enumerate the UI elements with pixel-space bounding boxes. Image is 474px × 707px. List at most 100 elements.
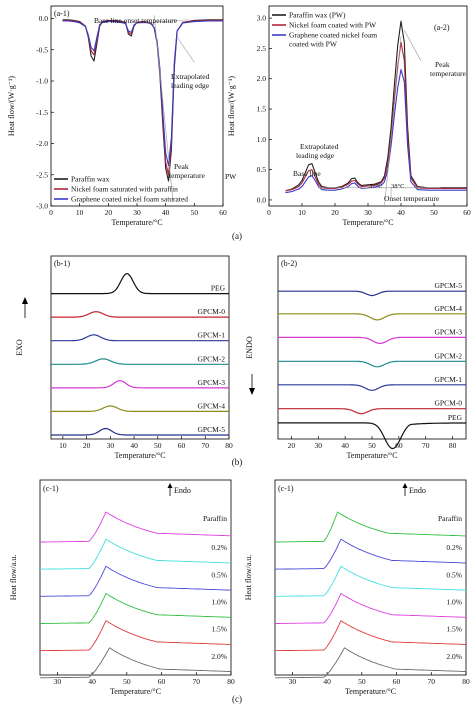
- series-line: [278, 290, 466, 297]
- x-tick-label: 40: [397, 208, 405, 217]
- series-label: GPCM-2: [434, 351, 462, 360]
- x-tick-label: 40: [323, 677, 331, 686]
- chart-c1: 30 40 50 60 70 80 Temperature/°C Heat flow/a.u.…: [9, 479, 235, 696]
- x-tick-label: 40: [162, 208, 170, 217]
- x-axis-title: Temperature/°C: [346, 451, 397, 460]
- series-label: Paraffin: [438, 514, 462, 523]
- y-tick-label: 2.0: [257, 74, 267, 83]
- legend-entry: Nickel foam saturated with paraffin: [71, 185, 178, 194]
- y-tick-label: 0.0: [39, 14, 49, 23]
- series-label: GPCM-0: [197, 307, 225, 316]
- endo-annotation: Endo: [174, 486, 191, 495]
- series-label: PEG: [448, 413, 463, 422]
- series-line: [51, 427, 229, 436]
- series-label: GPCM-4: [197, 401, 225, 410]
- x-tick-label: 50: [358, 677, 366, 686]
- annotation-37c: 37°C: [369, 183, 382, 190]
- panel-label: (c-1): [43, 484, 59, 493]
- x-tick-label: 40: [88, 677, 96, 686]
- x-tick-label: 0: [267, 208, 271, 217]
- x-tick-label: 70: [422, 441, 430, 450]
- series-line: [39, 538, 232, 570]
- annotation-arrow: [176, 37, 195, 63]
- exo-arrow-head: [22, 297, 28, 304]
- annotation-onset: Onset temperature: [384, 194, 440, 203]
- series-line: [40, 593, 231, 624]
- x-tick-label: 0: [49, 208, 53, 217]
- y-tick-label: 1.5: [257, 105, 267, 114]
- x-tick-label: 80: [225, 441, 233, 450]
- panel-label: (a-2): [434, 23, 450, 32]
- x-tick-label: 30: [133, 208, 141, 217]
- annotation-line: Extrapolated: [171, 72, 210, 81]
- x-axis-title: Temperature/°C: [345, 687, 396, 696]
- annotation-line: leading edge: [171, 81, 210, 90]
- annotation-line: temperature: [430, 69, 466, 78]
- annotation-pw: PW: [225, 172, 237, 181]
- y-tick-label: -2.0: [36, 139, 48, 148]
- annotation-leading-edge: Extrapolated leading edge: [296, 142, 339, 160]
- series-line: [274, 538, 467, 570]
- series-line: [40, 511, 231, 543]
- legend-entry: Paraffin wax: [71, 175, 110, 184]
- x-tick-label: 30: [315, 441, 323, 450]
- series-label: 1.5%: [446, 625, 462, 634]
- series-line: [278, 384, 466, 391]
- x-tick-label: 80: [462, 677, 470, 686]
- chart-b2: 20 30 40 50 60 70 80 Temperature/°C ENDO (b-2) GPC…: [245, 255, 467, 460]
- leading-edge-guide: [153, 15, 174, 200]
- series-line: [278, 336, 466, 344]
- series-label: PEG: [211, 284, 226, 293]
- group-label-b: (b): [232, 457, 243, 467]
- y-axis-title: EXO: [15, 339, 24, 356]
- baseline-guide: [136, 19, 189, 24]
- x-tick-label: 50: [368, 441, 376, 450]
- series-line: [51, 311, 229, 318]
- annotation-38c: 38°C: [391, 183, 404, 190]
- legend-entry: Paraffin wax (PW): [289, 11, 346, 20]
- panel-label: (b-1): [54, 259, 70, 268]
- x-tick-label: 30: [54, 677, 62, 686]
- series-label: GPCM-5: [434, 281, 462, 290]
- series-label: 0.2%: [211, 543, 227, 552]
- annotation-line: Peak: [174, 162, 189, 171]
- series-label: 0.5%: [446, 570, 462, 579]
- series-line: [274, 620, 467, 652]
- legend-line: Graphene coated nickel foam: [289, 31, 377, 40]
- x-tick-label: 50: [430, 208, 438, 217]
- x-tick-label: 70: [193, 677, 201, 686]
- x-tick-label: 50: [123, 677, 131, 686]
- series-line: [40, 565, 232, 597]
- series-line: [275, 511, 466, 543]
- series-line: [62, 20, 223, 166]
- series-label: GPCM-2: [197, 354, 225, 363]
- x-tick-label: 20: [288, 441, 296, 450]
- panel-label: (b-2): [281, 259, 297, 268]
- endo-annotation: Endo: [409, 486, 426, 495]
- annotation-peak: Peak temperature: [169, 162, 205, 180]
- legend-entry: Graphene coated nickel foam coated with P…: [289, 31, 377, 49]
- endo-arrow-head: [249, 388, 255, 395]
- y-tick-label: 2.5: [257, 44, 267, 53]
- series-label: GPCM-3: [197, 378, 225, 387]
- x-tick-label: 50: [154, 441, 162, 450]
- series-label: 0.5%: [211, 570, 227, 579]
- x-tick-label: 80: [449, 441, 457, 450]
- plot-frame: [39, 479, 232, 676]
- series-line: [278, 408, 466, 415]
- legend-entry: Graphene coated nickel foam saturated: [71, 195, 188, 204]
- series-label: GPCM-3: [434, 327, 462, 336]
- x-tick-label: 60: [393, 677, 401, 686]
- series-label: GPCM-1: [434, 375, 462, 384]
- x-tick-label: 60: [158, 677, 166, 686]
- series-label: Paraffin: [203, 514, 227, 523]
- series-line: [285, 69, 467, 194]
- x-tick-label: 20: [105, 208, 113, 217]
- x-tick-label: 20: [331, 208, 339, 217]
- x-tick-label: 30: [107, 441, 115, 450]
- series-line: [39, 620, 232, 652]
- series-label: GPCM-5: [197, 425, 225, 434]
- series-line: [62, 19, 223, 176]
- x-tick-label: 60: [395, 441, 403, 450]
